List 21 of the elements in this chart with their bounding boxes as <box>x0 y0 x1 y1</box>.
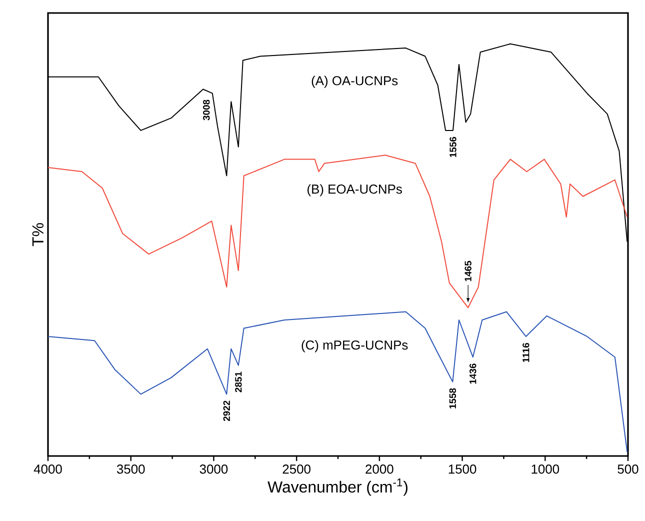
annotation: 1436 <box>470 364 476 384</box>
annotation: 1116 <box>522 342 530 362</box>
x-tick-label: 3500 <box>116 464 145 474</box>
x-tick-label: 1500 <box>448 464 476 474</box>
series-label: (C) mPEG-UCNPs <box>302 340 408 352</box>
x-tick-label: 3000 <box>200 464 228 474</box>
x-tick-label: 1000 <box>532 464 560 474</box>
annotation: 2851 <box>235 372 242 392</box>
x-tick-label: 2000 <box>366 464 394 474</box>
x-tick-label: 4000 <box>34 464 62 474</box>
y-axis-title: T% <box>32 223 44 246</box>
annotation: 1558 <box>449 388 456 408</box>
series-label: (B) EOA-UCNPs <box>308 184 402 196</box>
annotation: 1556 <box>450 136 456 158</box>
x-tick-label: 2500 <box>282 464 310 474</box>
series-label: (A) OA-UCNPs <box>312 76 398 88</box>
annotation: 3008 <box>203 100 210 120</box>
annotation: 2922 <box>223 400 230 422</box>
annotation: 1465 <box>464 260 472 282</box>
x-tick-label: 500 <box>618 464 638 474</box>
x-axis-title: Wavenumber (cm$^{-1}$) <box>268 478 408 496</box>
